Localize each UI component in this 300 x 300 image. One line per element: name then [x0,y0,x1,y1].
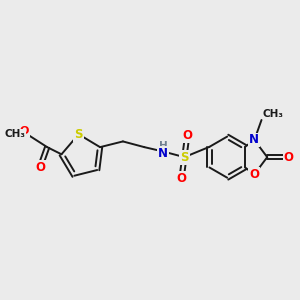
Text: O: O [20,126,29,136]
Text: O: O [35,160,45,174]
Text: O: O [249,168,260,181]
Text: CH₃: CH₃ [5,129,26,139]
Text: O: O [284,151,294,164]
Text: CH₃: CH₃ [263,109,284,118]
Text: S: S [74,128,83,141]
Text: N: N [158,147,168,160]
Text: O: O [35,160,45,174]
Text: S: S [180,151,189,164]
Text: O: O [176,172,187,185]
Text: N: N [249,134,260,146]
Text: O: O [182,129,192,142]
Text: H: H [158,141,167,151]
